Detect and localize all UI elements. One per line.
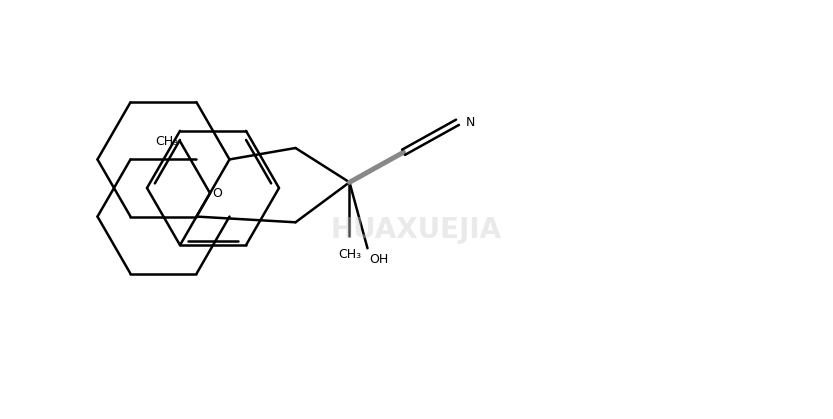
Text: CH₃: CH₃	[155, 135, 178, 148]
Text: O: O	[212, 187, 222, 200]
Text: N: N	[466, 116, 475, 129]
Text: CH₃: CH₃	[338, 248, 361, 261]
Text: HUAXUEJIA: HUAXUEJIA	[331, 216, 501, 244]
Text: OH: OH	[370, 253, 389, 266]
